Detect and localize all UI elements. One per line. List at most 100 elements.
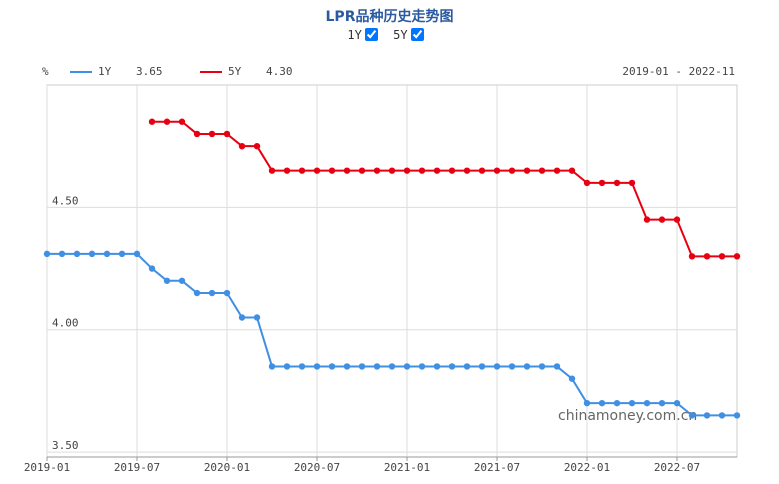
data-point (178, 118, 186, 125)
data-point (688, 253, 696, 260)
data-point (163, 118, 171, 125)
data-point (703, 253, 711, 260)
data-point (583, 399, 591, 407)
data-point (118, 250, 126, 258)
data-point (403, 363, 411, 370)
data-point (403, 167, 411, 174)
data-point (148, 265, 156, 272)
data-point (538, 167, 546, 174)
data-point (253, 142, 261, 150)
data-point (643, 399, 651, 407)
data-point (238, 314, 246, 321)
toggle-checkbox[interactable] (410, 28, 424, 41)
data-point (463, 363, 471, 370)
data-point (418, 167, 426, 174)
data-point (208, 289, 216, 297)
data-point (598, 179, 606, 187)
data-point (673, 399, 681, 407)
y-tick-label: 3.50 (52, 439, 79, 452)
data-point (268, 167, 276, 174)
toggle-checkbox[interactable] (364, 28, 378, 41)
data-point (628, 179, 636, 187)
data-point (193, 130, 201, 138)
x-tick-label: 2021-01 (384, 461, 430, 474)
data-point (643, 216, 651, 223)
header: LPR品种历史走势图 1Y 5Y (0, 0, 779, 42)
data-point (523, 167, 531, 174)
data-point (703, 412, 711, 419)
data-point (193, 289, 201, 297)
data-point (493, 167, 501, 174)
data-point (313, 167, 321, 174)
data-point (478, 167, 486, 174)
x-tick-label: 2019-07 (114, 461, 160, 474)
toggle-label: 5Y (393, 28, 408, 42)
data-point (178, 277, 186, 284)
data-point (103, 250, 111, 258)
x-tick-label: 2021-07 (474, 461, 520, 474)
chart-title: LPR品种历史走势图 (325, 9, 454, 25)
data-point (553, 167, 561, 174)
data-point (718, 253, 726, 260)
legend-value: 4.30 (266, 65, 293, 78)
data-point (298, 363, 306, 370)
data-point (148, 118, 156, 125)
legend-value: 3.65 (136, 65, 163, 78)
legend-label: 1Y (98, 65, 112, 78)
data-point (523, 363, 531, 370)
legend-label: 5Y (228, 65, 242, 78)
data-point (388, 363, 396, 370)
data-point (268, 363, 276, 370)
x-tick-label: 2022-07 (654, 461, 700, 474)
data-point (538, 363, 546, 370)
watermark: chinamoney.com.cn (558, 408, 697, 424)
data-point (733, 253, 741, 260)
data-point (733, 412, 741, 419)
data-point (433, 167, 441, 174)
data-point (613, 399, 621, 407)
data-point (313, 363, 321, 370)
data-point (283, 363, 291, 370)
data-point (433, 363, 441, 370)
data-point (613, 179, 621, 187)
series-toggles: 1Y 5Y (0, 28, 779, 42)
data-point (223, 289, 231, 297)
data-point (658, 216, 666, 223)
data-point (163, 277, 171, 284)
data-point (718, 412, 726, 419)
data-point (253, 314, 261, 321)
data-point (568, 167, 576, 174)
data-point (343, 167, 351, 174)
data-point (553, 363, 561, 370)
data-point (568, 375, 576, 382)
data-point (223, 130, 231, 138)
data-point (673, 216, 681, 223)
data-point (298, 167, 306, 174)
data-point (238, 142, 246, 150)
data-point (583, 179, 591, 187)
y-tick-label: 4.00 (52, 317, 79, 330)
data-point (358, 363, 366, 370)
range-label: 2019-01 - 2022-11 (622, 65, 735, 78)
data-point (88, 250, 96, 258)
y-unit: % (42, 65, 49, 78)
data-point (418, 363, 426, 370)
data-point (493, 363, 501, 370)
data-point (688, 412, 696, 419)
toggle-label: 1Y (347, 28, 362, 42)
data-point (508, 167, 516, 174)
data-point (133, 250, 141, 258)
data-point (373, 363, 381, 370)
data-point (478, 363, 486, 370)
data-point (373, 167, 381, 174)
data-point (73, 250, 81, 258)
data-point (628, 399, 636, 407)
data-point (328, 167, 336, 174)
x-tick-label: 2020-01 (204, 461, 250, 474)
data-point (463, 167, 471, 174)
data-point (388, 167, 396, 174)
series-line (152, 120, 737, 258)
data-point (358, 167, 366, 174)
